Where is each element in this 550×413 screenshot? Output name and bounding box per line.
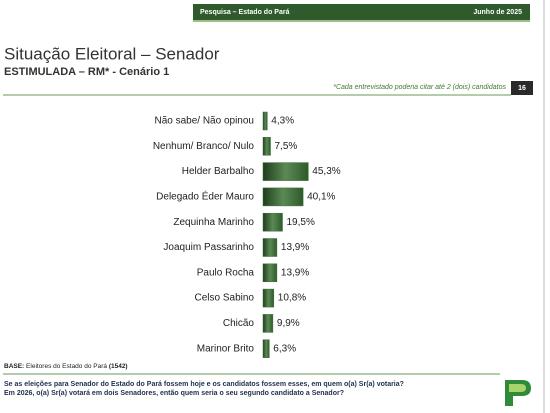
- chart-title: Situação Eleitoral – Senador: [4, 44, 220, 63]
- header-bar: [193, 4, 530, 20]
- question: Se as eleições para Senador do Estado do…: [4, 381, 404, 388]
- category-label: Celso Sabino: [195, 293, 255, 304]
- bar: [262, 288, 275, 308]
- category-label: Não sabe/ Não opinou: [154, 116, 254, 127]
- category-label: Paulo Rocha: [197, 267, 255, 278]
- value-label: 9,9%: [277, 318, 300, 329]
- value-label: 7,5%: [275, 141, 298, 152]
- value-label: 40,1%: [307, 192, 335, 203]
- bar: [262, 314, 274, 333]
- value-label: 10,8%: [278, 293, 306, 304]
- header-rule: [193, 20, 530, 22]
- base-label: BASE:: [4, 363, 24, 370]
- page-box: [511, 81, 533, 95]
- question: Em 2026, o(a) Sr(a) votará em dois Senad…: [4, 390, 344, 397]
- header-survey: Pesquisa – Estado do Pará: [200, 9, 290, 16]
- base-text: Eleitores do Estado do Pará: [26, 363, 107, 370]
- category-label: Zequinha Marinho: [173, 217, 254, 228]
- logo-inner: [509, 384, 526, 392]
- value-label: 13,9%: [281, 242, 309, 253]
- bar: [262, 187, 304, 207]
- category-label: Chicão: [223, 318, 255, 329]
- header-date: Junho de 2025: [473, 9, 522, 16]
- page-number: 16: [518, 85, 526, 92]
- value-label: 19,5%: [287, 217, 315, 228]
- base-count: (1542): [109, 363, 128, 370]
- logo: [505, 380, 531, 406]
- category-label: Helder Barbalho: [182, 166, 255, 177]
- bar: [262, 212, 283, 232]
- category-label: Marinor Brito: [197, 343, 255, 354]
- category-label: Joaquim Passarinho: [163, 242, 254, 253]
- value-label: 4,3%: [271, 116, 294, 127]
- category-label: Delegado Éder Mauro: [156, 190, 254, 203]
- bar: [262, 162, 309, 181]
- bar: [262, 111, 268, 131]
- category-label: Nenhum/ Branco/ Nulo: [153, 141, 255, 152]
- value-label: 13,9%: [281, 267, 309, 278]
- plot: Não sabe/ Não opinou 4,3% Nenhum/ Branco/ …: [153, 111, 341, 358]
- bar: [262, 137, 271, 156]
- chart-subtitle: ESTIMULADA – RM* - Cenário 1: [4, 66, 169, 78]
- base: BASE: Eleitores do Estado do Pará (1542): [4, 363, 128, 370]
- value-label: 45,3%: [312, 166, 340, 177]
- value-label: 6,3%: [273, 343, 296, 354]
- bar: [262, 238, 278, 257]
- note: *Cada entrevistado poderia citar até 2 (…: [333, 84, 506, 91]
- bar: [262, 339, 270, 358]
- bar: [262, 263, 278, 283]
